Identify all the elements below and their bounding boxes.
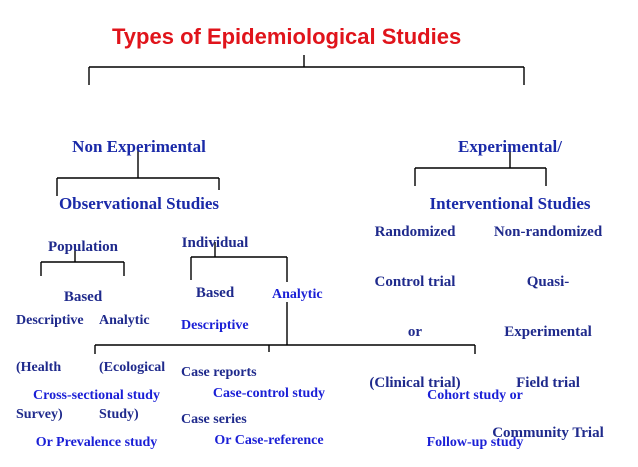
individual-descriptive-line1: Descriptive (181, 318, 249, 334)
individual-descriptive-line2: Case reports (181, 365, 257, 381)
cohort-line1: Cohort study or (427, 388, 523, 404)
non-randomized-line5: Community Trial (492, 425, 604, 442)
randomized-line3: or (407, 324, 423, 341)
cross-sectional-line2: Or Prevalence study (35, 435, 158, 451)
experimental-line2: Interventional Studies (429, 194, 591, 214)
population-descriptive-line1: Descriptive (16, 313, 84, 329)
cross-sectional-node: Cross-sectional study Or Prevalence stud… (14, 357, 179, 467)
non-experimental-heading: Non Experimental Observational Studies (24, 99, 254, 232)
population-analytic-line1: Analytic (99, 313, 150, 329)
randomized-line1: Randomized (374, 223, 456, 240)
randomized-node: Randomized Control trial or (Clinical tr… (355, 190, 475, 408)
non-randomized-line4: Field trial (516, 374, 580, 391)
non-experimental-line1: Non Experimental (72, 137, 206, 157)
population-line1: Population (47, 238, 119, 255)
non-randomized-line2: Quasi- (526, 273, 570, 290)
population-line2: Based (63, 288, 103, 305)
individual-line2: Based (195, 284, 235, 301)
randomized-line4: (Clinical trial) (369, 374, 461, 391)
cross-sectional-line1: Cross-sectional study (33, 388, 160, 404)
population-descriptive-line2: (Health (16, 360, 62, 376)
non-experimental-line2: Observational Studies (58, 194, 220, 214)
case-control-line1: Case-control study (212, 386, 326, 402)
non-randomized-line1: Non-randomized (493, 223, 603, 240)
individual-analytic-node: Analytic (272, 287, 323, 302)
non-randomized-line3: Experimental (504, 324, 592, 341)
randomized-line2: Control trial (374, 273, 456, 290)
experimental-line1: Experimental/ (458, 137, 562, 157)
diagram-title: Types of Epidemiological Studies (112, 24, 462, 49)
experimental-heading: Experimental/ Interventional Studies (400, 99, 620, 232)
individual-line1: Individual (181, 234, 249, 251)
individual-based-node: Individual Based (160, 201, 270, 319)
connector-lines (40, 55, 547, 354)
population-based-node: Population Based (28, 205, 138, 323)
case-control-line2: Or Case-reference (214, 433, 324, 449)
case-control-node: Case-control study Or Case-reference (199, 355, 339, 465)
population-analytic-line2: (Ecological (99, 360, 166, 376)
non-randomized-node: Non-randomized Quasi- Experimental Field… (484, 190, 612, 459)
